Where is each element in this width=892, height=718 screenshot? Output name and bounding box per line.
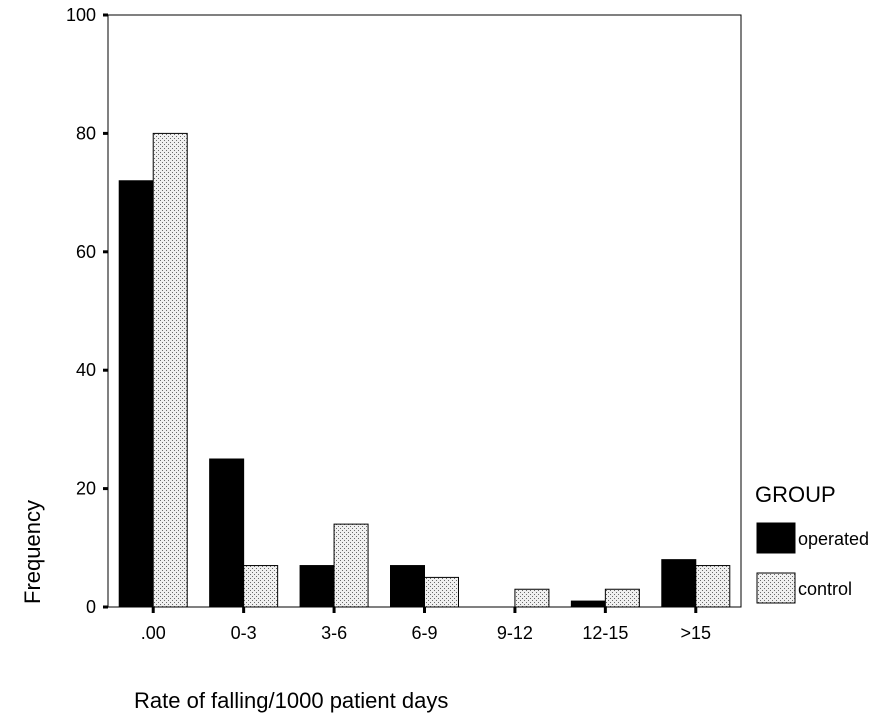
bar-control bbox=[152, 132, 188, 608]
legend-swatch-operated bbox=[756, 522, 796, 554]
y-axis-label: Frequency bbox=[20, 500, 45, 604]
legend: GROUP operated control bbox=[755, 482, 869, 604]
legend-swatch-control bbox=[756, 572, 796, 604]
legend-title: GROUP bbox=[755, 482, 836, 507]
x-tick-label: 12-15 bbox=[582, 623, 628, 643]
bar-control bbox=[604, 588, 640, 608]
bar-operated bbox=[209, 458, 245, 608]
x-axis-label: Rate of falling/1000 patient days bbox=[134, 688, 448, 713]
y-tick-label: 20 bbox=[76, 479, 96, 499]
y-tick-label: 80 bbox=[76, 123, 96, 143]
plot-area bbox=[107, 14, 742, 608]
y-tick-label: 100 bbox=[66, 5, 96, 25]
bar-control bbox=[695, 565, 731, 608]
bar-operated bbox=[118, 180, 154, 608]
legend-label-control: control bbox=[798, 579, 852, 599]
legend-label-operated: operated bbox=[798, 529, 869, 549]
x-tick-label: 0-3 bbox=[231, 623, 257, 643]
x-tick-label: >15 bbox=[681, 623, 712, 643]
x-axis: .00 0-3 3-6 6-9 9-12 12-15 >15 bbox=[141, 607, 711, 643]
bars bbox=[118, 132, 731, 608]
bar-control bbox=[514, 588, 550, 608]
x-tick-label: 3-6 bbox=[321, 623, 347, 643]
y-axis: 0 20 40 60 80 100 bbox=[66, 5, 108, 617]
bar-control bbox=[424, 576, 459, 608]
x-tick-label: 6-9 bbox=[411, 623, 437, 643]
y-tick-label: 40 bbox=[76, 360, 96, 380]
bar-operated bbox=[570, 600, 606, 608]
bar-operated bbox=[299, 565, 335, 608]
bar-operated bbox=[661, 559, 697, 608]
bar-operated bbox=[390, 565, 425, 608]
x-tick-label: 9-12 bbox=[497, 623, 533, 643]
y-tick-label: 60 bbox=[76, 242, 96, 262]
plot-frame bbox=[107, 14, 742, 608]
x-tick-label: .00 bbox=[141, 623, 166, 643]
y-tick-label: 0 bbox=[86, 597, 96, 617]
bar-control bbox=[243, 565, 279, 608]
bar-control bbox=[333, 523, 369, 608]
